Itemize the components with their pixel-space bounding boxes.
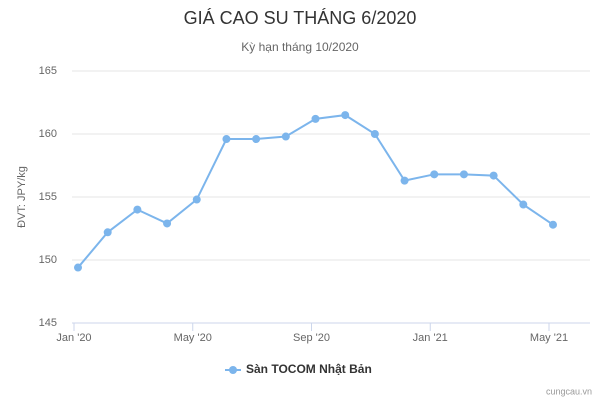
y-tick-label: 165 (39, 65, 57, 77)
point (370, 130, 379, 138)
point (341, 111, 350, 120)
chart-title: GIÁ CAO SU THÁNG 6/2020 (184, 8, 417, 28)
point (281, 132, 290, 141)
point (192, 195, 201, 204)
point (133, 205, 142, 214)
point (163, 219, 172, 228)
point (549, 220, 557, 229)
y-axis-label: ĐVT: JPY/kg (16, 166, 28, 228)
point (430, 170, 439, 179)
legend-marker (229, 366, 237, 374)
point (400, 176, 409, 185)
x-tick-label: Jan '20 (56, 332, 91, 344)
y-tick-label: 150 (39, 254, 57, 266)
point (74, 263, 82, 272)
point (311, 114, 320, 123)
y-tick-label: 145 (39, 317, 57, 329)
y-tick-label: 155 (39, 191, 57, 203)
x-tick-label: May '20 (174, 332, 212, 344)
point (519, 200, 528, 209)
x-tick-label: May '21 (530, 332, 568, 344)
credit: cungcau.vn (546, 386, 592, 396)
point (489, 171, 498, 180)
line (77, 114, 554, 269)
point (459, 170, 468, 179)
chart-subtitle: Kỳ hạn tháng 10/2020 (241, 40, 359, 54)
x-tick-label: Jan '21 (413, 332, 448, 344)
x-tick-label: Sep '20 (293, 332, 330, 344)
legend-label: Sàn TOCOM Nhật Bản (246, 362, 372, 376)
point (103, 228, 112, 237)
point (252, 135, 261, 144)
y-tick-label: 160 (39, 128, 57, 140)
point (222, 135, 231, 144)
